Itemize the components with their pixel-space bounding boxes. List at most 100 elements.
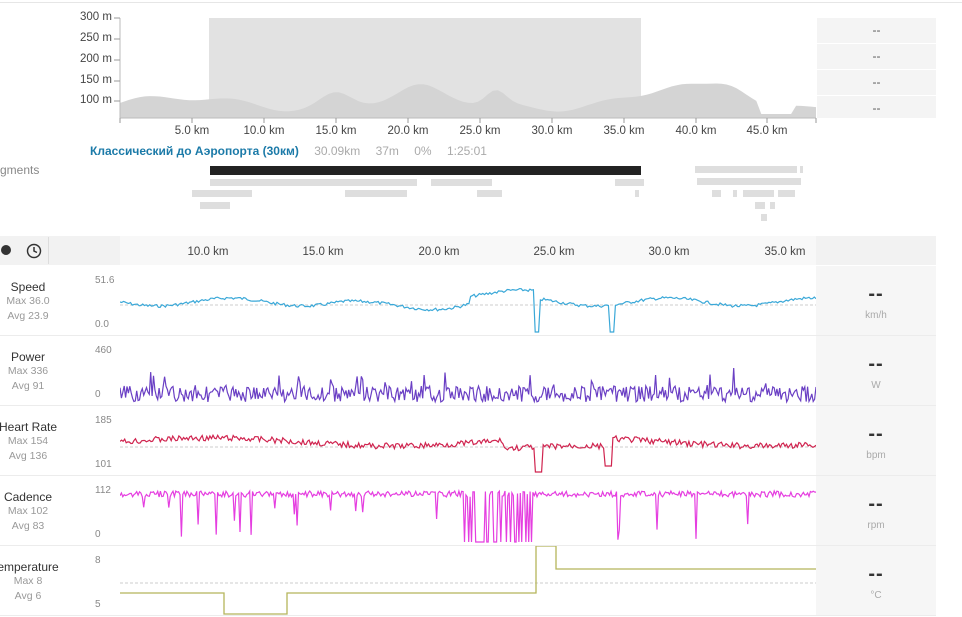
power-chart[interactable] <box>120 336 816 405</box>
cadence-series <box>120 488 816 543</box>
segment-bar[interactable] <box>200 202 230 209</box>
temperature-series <box>120 546 816 615</box>
elevation-x-tick: 20.0 km <box>387 125 429 137</box>
segment-bar[interactable] <box>615 179 644 186</box>
metric-name: Heart Rate <box>0 420 58 434</box>
elevation-y-tick: 300 m <box>80 11 112 23</box>
time-axis-button[interactable] <box>20 237 49 264</box>
power-series <box>120 367 816 404</box>
analysis-x-tick: 15.0 km <box>302 246 344 258</box>
metric-max: Max 36.0 <box>6 295 50 307</box>
metric-row-power[interactable]: Power Max 336 Avg 91 460 0 -- W <box>0 336 936 406</box>
heart-rate-series <box>120 433 816 473</box>
analysis-x-tick: 35.0 km <box>764 246 806 258</box>
clock-icon <box>26 243 42 258</box>
elevation-x-tick: 5.0 km <box>174 125 210 137</box>
map-pin-button[interactable] <box>0 237 21 264</box>
elevation-x-tick: 35.0 km <box>603 125 645 137</box>
segment-bar[interactable] <box>751 190 774 197</box>
metric-value: -- <box>868 493 884 515</box>
segment-bar[interactable] <box>770 202 775 209</box>
segment-time: 1:25:01 <box>446 144 487 158</box>
metric-row-cadence[interactable]: Cadence Max 102 Avg 83 112 0 -- rpm <box>0 476 936 546</box>
segment-bar[interactable] <box>192 190 252 197</box>
segment-bar[interactable] <box>712 190 721 197</box>
temperature-chart[interactable] <box>120 546 816 615</box>
metric-avg: Avg 6 <box>14 590 42 602</box>
elevation-y-tick: 150 m <box>80 74 112 86</box>
metric-avg: Avg 83 <box>11 520 45 532</box>
metric-avg: Avg 136 <box>8 450 48 462</box>
side-value: -- <box>817 70 936 96</box>
segment-bar[interactable] <box>695 166 797 173</box>
segment-bar[interactable] <box>431 179 492 186</box>
metric-readout: -- °C <box>816 546 936 615</box>
elevation-x-tick: 30.0 km <box>531 125 573 137</box>
metric-info: Speed Max 36.0 Avg 23.9 <box>0 266 120 335</box>
selected-segment-summary: Классический до Аэропорта (30км) 30.09km… <box>90 144 487 158</box>
metric-y-min: 101 <box>95 459 112 470</box>
metric-max: Max 154 <box>7 435 49 447</box>
metric-y-max: 112 <box>95 485 111 496</box>
segment-bar[interactable] <box>800 166 803 173</box>
elevation-side-panel: -- -- -- -- <box>817 18 936 122</box>
side-value: -- <box>817 18 936 44</box>
metric-unit: W <box>871 380 881 391</box>
metric-y-max: 185 <box>95 415 112 426</box>
metric-unit: °C <box>870 590 882 601</box>
elevation-y-tick: 100 m <box>80 94 112 106</box>
metric-name: Cadence <box>3 490 53 504</box>
segment-bar-active[interactable] <box>210 166 641 175</box>
map-pin-icon <box>1 244 11 255</box>
segment-bar[interactable] <box>755 202 765 209</box>
analysis-distance-axis <box>120 236 816 265</box>
elevation-plot[interactable] <box>0 0 962 140</box>
metric-max: Max 102 <box>7 505 49 517</box>
metric-value: -- <box>868 423 884 445</box>
speed-chart[interactable] <box>120 266 816 335</box>
segments-label: gments <box>0 163 40 177</box>
metric-value: -- <box>868 563 884 585</box>
segment-bar[interactable] <box>345 190 407 197</box>
analysis-x-tick: 25.0 km <box>533 246 575 258</box>
metric-avg: Avg 23.9 <box>7 310 49 322</box>
metric-avg: Avg 91 <box>11 380 45 392</box>
cadence-chart[interactable] <box>120 476 816 545</box>
elevation-y-tick: 200 m <box>80 53 112 65</box>
metric-y-max: 460 <box>95 345 112 356</box>
analysis-x-tick: 30.0 km <box>648 246 690 258</box>
metric-row-temperature[interactable]: emperature Max 8 Avg 6 8 5 -- °C <box>0 546 936 616</box>
elevation-profile-area <box>120 83 816 118</box>
segment-bar[interactable] <box>635 190 639 197</box>
metric-name: emperature <box>0 560 59 574</box>
analysis-x-tick: 20.0 km <box>418 246 460 258</box>
metric-info: Heart Rate Max 154 Avg 136 <box>0 406 120 475</box>
metric-max: Max 336 <box>7 365 49 377</box>
segment-elevation: 37m <box>375 144 399 158</box>
side-value: -- <box>817 96 936 122</box>
segment-bar[interactable] <box>210 179 417 186</box>
metric-unit: rpm <box>867 520 885 531</box>
segment-bar[interactable] <box>697 178 801 185</box>
metric-y-min: 0 <box>95 529 101 540</box>
segment-bar[interactable] <box>778 190 795 197</box>
segment-distance: 30.09km <box>314 144 361 158</box>
elevation-x-tick: 10.0 km <box>243 125 285 137</box>
speed-series <box>120 287 816 333</box>
metric-row-heart-rate[interactable]: Heart Rate Max 154 Avg 136 185 101 -- bp… <box>0 406 936 476</box>
metric-readout: -- rpm <box>816 476 936 545</box>
metric-unit: km/h <box>865 310 887 321</box>
metric-info: Cadence Max 102 Avg 83 <box>0 476 120 545</box>
segment-bar[interactable] <box>733 190 737 197</box>
segment-bar[interactable] <box>477 190 502 197</box>
segment-bar[interactable] <box>761 214 767 221</box>
metric-row-speed[interactable]: Speed Max 36.0 Avg 23.9 51.6 0.0 -- km/h <box>0 266 936 336</box>
heart-rate-chart[interactable] <box>120 406 816 475</box>
metric-y-min: 0 <box>95 389 101 400</box>
metric-info: emperature Max 8 Avg 6 <box>0 546 120 615</box>
top-divider <box>0 2 962 3</box>
metric-y-min: 0.0 <box>95 319 109 330</box>
metric-readout: -- km/h <box>816 266 936 335</box>
metric-y-min: 5 <box>95 599 101 610</box>
segment-name-link[interactable]: Классический до Аэропорта (30км) <box>90 144 299 158</box>
